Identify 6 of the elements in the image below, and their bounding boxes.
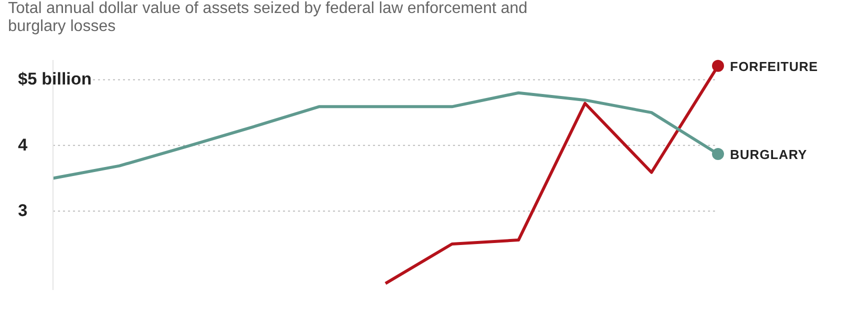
y-tick-label: $5 billion xyxy=(18,70,92,89)
series-label: FORFEITURE xyxy=(730,58,818,74)
y-tick-label: 3 xyxy=(18,201,28,220)
y-tick-label: 4 xyxy=(18,135,28,154)
chart-title: Total annual dollar value of assets seized by federal law enforcement and burglary losses xyxy=(8,0,528,36)
series-label: BURGLARY xyxy=(730,146,808,162)
